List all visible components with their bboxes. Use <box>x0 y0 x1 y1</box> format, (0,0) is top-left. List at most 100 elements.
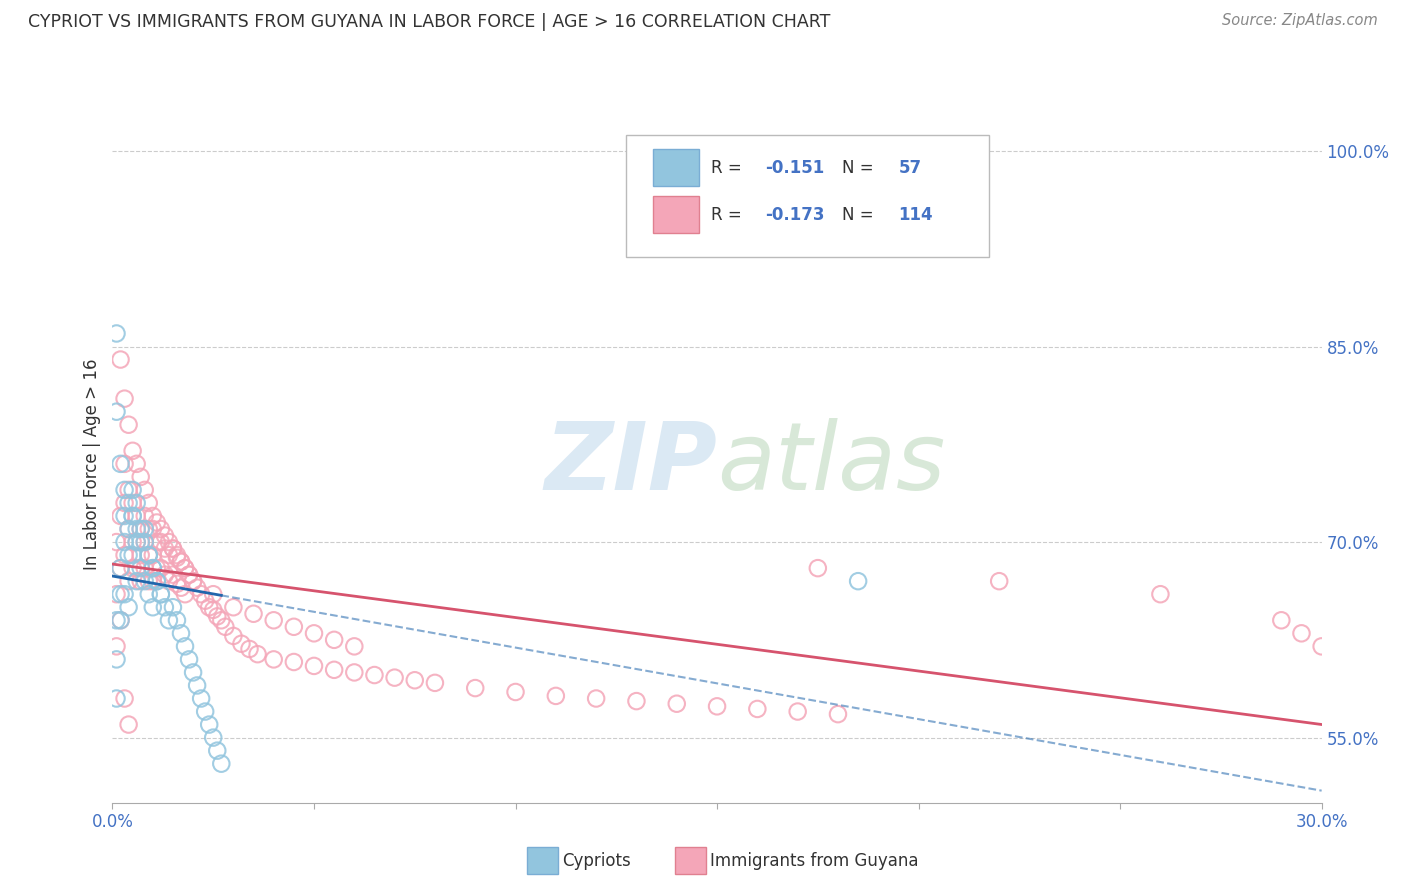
Point <box>114 691 136 706</box>
Point <box>105 613 128 627</box>
Point <box>283 620 305 634</box>
Point <box>1310 640 1333 654</box>
Point <box>238 642 260 657</box>
Point <box>747 702 769 716</box>
Point <box>117 548 139 562</box>
Point <box>121 535 143 549</box>
Point <box>105 405 128 419</box>
Point <box>105 535 128 549</box>
Point <box>117 522 139 536</box>
Point <box>125 535 148 549</box>
Point <box>170 555 193 569</box>
Point <box>105 652 128 666</box>
Point <box>162 600 184 615</box>
Point <box>134 561 156 575</box>
Point <box>142 600 165 615</box>
Point <box>129 561 152 575</box>
FancyBboxPatch shape <box>626 135 990 257</box>
Point <box>142 508 165 523</box>
Point <box>114 548 136 562</box>
Text: N =: N = <box>842 206 879 224</box>
Point <box>138 587 160 601</box>
Point <box>114 587 136 601</box>
Point <box>384 671 406 685</box>
Point <box>170 581 193 595</box>
Text: Cypriots: Cypriots <box>562 852 631 870</box>
Point <box>174 561 197 575</box>
Point <box>231 637 253 651</box>
Point <box>149 587 172 601</box>
Point <box>198 717 221 731</box>
Point <box>827 707 849 722</box>
Point <box>110 613 132 627</box>
Point <box>162 541 184 556</box>
Point <box>138 574 160 589</box>
Point <box>138 496 160 510</box>
Point <box>142 522 165 536</box>
Point <box>142 561 165 575</box>
Point <box>786 705 808 719</box>
Point <box>302 659 325 673</box>
Point <box>125 535 148 549</box>
Point <box>214 620 236 634</box>
Point <box>125 508 148 523</box>
Point <box>198 600 221 615</box>
Point <box>149 535 172 549</box>
Text: R =: R = <box>711 206 747 224</box>
Point <box>142 548 165 562</box>
Point <box>105 640 128 654</box>
Bar <box>652 196 699 234</box>
Point <box>146 574 169 589</box>
Point <box>242 607 264 621</box>
Point <box>988 574 1011 589</box>
Text: atlas: atlas <box>717 418 945 509</box>
Point <box>153 528 176 542</box>
Text: Immigrants from Guyana: Immigrants from Guyana <box>710 852 918 870</box>
Point <box>138 548 160 562</box>
Point <box>110 508 132 523</box>
Point <box>807 561 830 575</box>
Point <box>323 663 346 677</box>
Point <box>343 640 366 654</box>
Text: CYPRIOT VS IMMIGRANTS FROM GUYANA IN LABOR FORCE | AGE > 16 CORRELATION CHART: CYPRIOT VS IMMIGRANTS FROM GUYANA IN LAB… <box>28 13 831 31</box>
Point <box>134 522 156 536</box>
Text: -0.173: -0.173 <box>765 206 825 224</box>
Point <box>153 600 176 615</box>
Point <box>283 655 305 669</box>
Point <box>117 600 139 615</box>
Point <box>263 613 285 627</box>
Point <box>117 574 139 589</box>
Point <box>146 516 169 530</box>
Point <box>207 609 229 624</box>
Point <box>149 522 172 536</box>
Point <box>117 483 139 497</box>
Point <box>149 587 172 601</box>
Text: R =: R = <box>711 159 747 177</box>
Point <box>153 567 176 582</box>
Text: 114: 114 <box>898 206 934 224</box>
Point <box>121 483 143 497</box>
Point <box>134 535 156 549</box>
Point <box>209 613 232 627</box>
Point <box>125 574 148 589</box>
Point <box>134 483 156 497</box>
Point <box>110 613 132 627</box>
Point <box>190 691 212 706</box>
Point <box>121 508 143 523</box>
Point <box>544 689 567 703</box>
Point <box>207 744 229 758</box>
Point <box>110 561 132 575</box>
Point <box>166 550 188 565</box>
Point <box>626 694 648 708</box>
Point <box>129 535 152 549</box>
Point <box>209 756 232 771</box>
Point <box>1149 587 1171 601</box>
Point <box>114 483 136 497</box>
Point <box>125 496 148 510</box>
Point <box>125 522 148 536</box>
Point <box>138 548 160 562</box>
Point <box>186 581 208 595</box>
Text: Source: ZipAtlas.com: Source: ZipAtlas.com <box>1222 13 1378 29</box>
Point <box>121 561 143 575</box>
Point <box>129 522 152 536</box>
